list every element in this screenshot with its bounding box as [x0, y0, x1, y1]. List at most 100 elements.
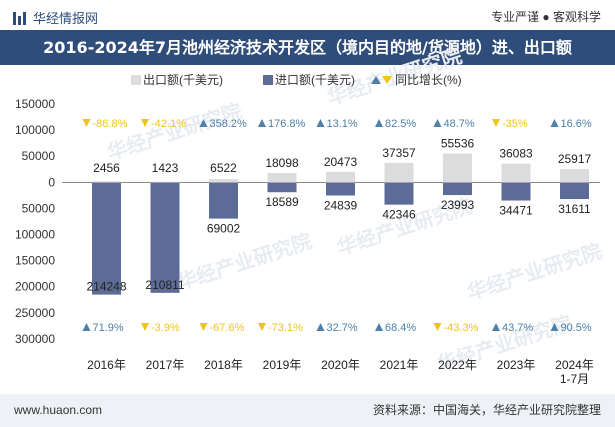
x-tick-label: 2023年 — [497, 358, 536, 372]
export-growth-label: 176.8% — [268, 118, 306, 130]
import-growth-label: -67.6% — [210, 322, 245, 334]
slogan: 专业严谨 ● 客观科学 — [491, 10, 601, 24]
import-growth-label: -3.9% — [151, 322, 180, 334]
import-value-label: 214248 — [86, 280, 126, 294]
export-growth-label: 16.6% — [561, 118, 592, 130]
legend-export-swatch — [131, 75, 141, 85]
y-tick-label: 100000 — [15, 123, 55, 137]
import-bar — [384, 182, 414, 205]
export-bar — [560, 168, 589, 183]
watermark-text: 华经产业研究院 — [104, 99, 245, 165]
y-tick-label: 150000 — [15, 97, 55, 111]
export-value-label: 1423 — [152, 161, 179, 175]
y-tick-label: 100000 — [15, 228, 55, 242]
export-value-label: 37357 — [382, 146, 416, 160]
import-value-label: 23993 — [441, 198, 475, 212]
y-tick-label: 0 — [48, 175, 55, 189]
import-bar — [501, 182, 531, 201]
import-growth-up-icon — [550, 323, 559, 331]
x-tick-label: 2017年 — [146, 358, 185, 372]
export-bar — [326, 171, 355, 183]
export-value-label: 2456 — [93, 161, 120, 175]
y-tick-label: 150000 — [15, 254, 55, 268]
export-growth-label: -86.8% — [93, 118, 128, 130]
x-tick-label: 2021年 — [380, 358, 419, 372]
import-growth-up-icon — [316, 323, 325, 331]
export-growth-label: 82.5% — [385, 118, 416, 130]
export-growth-up-icon — [375, 119, 383, 127]
export-growth-down-icon — [82, 119, 91, 127]
export-growth-label: 358.2% — [210, 118, 248, 130]
export-value-label: 25917 — [558, 152, 592, 166]
export-growth-up-icon — [199, 119, 208, 127]
import-value-label: 31611 — [558, 202, 591, 216]
import-growth-label: 71.9% — [93, 322, 124, 334]
export-bar — [150, 181, 180, 183]
import-bar — [209, 182, 238, 219]
import-growth-down-icon — [141, 323, 149, 331]
export-growth-down-icon — [492, 119, 500, 127]
export-bar — [92, 181, 121, 183]
chart-title: 2016-2024年7月池州经济技术开发区（境内目的地/货源地）进、出口额 — [0, 30, 615, 65]
export-growth-up-icon — [550, 119, 559, 127]
export-value-label: 20473 — [324, 155, 358, 169]
export-growth-up-icon — [316, 119, 325, 127]
import-growth-down-icon — [433, 323, 442, 331]
export-growth-down-icon — [141, 119, 149, 127]
export-bar — [501, 163, 531, 183]
export-growth-up-icon — [258, 119, 266, 127]
export-value-label: 6522 — [210, 161, 237, 175]
brand-logo-icon — [13, 12, 26, 25]
legend-export-label: 出口额(千美元) — [143, 73, 223, 87]
watermark-text: 华经产业研究院 — [464, 239, 605, 305]
y-tick-label: 50000 — [22, 149, 56, 163]
import-growth-down-icon — [199, 323, 208, 331]
export-bar — [443, 153, 472, 183]
export-value-label: 55536 — [441, 136, 475, 150]
x-tick-label: 2022年 — [438, 358, 477, 372]
x-tick-label: 2019年 — [263, 358, 302, 372]
export-value-label: 18098 — [265, 156, 299, 170]
import-growth-label: -43.3% — [444, 322, 479, 334]
import-value-label: 34471 — [499, 204, 533, 218]
export-growth-label: -35% — [502, 118, 528, 130]
import-growth-up-icon — [82, 323, 91, 331]
x-tick-label: 2020年 — [321, 358, 360, 372]
import-growth-label: 43.7% — [502, 322, 533, 334]
watermark-text: 华经产业研究院 — [174, 229, 315, 295]
legend-import-label: 进口额(千美元) — [275, 73, 355, 87]
import-growth-label: -73.1% — [268, 322, 303, 334]
export-value-label: 36083 — [499, 147, 533, 161]
export-bar — [384, 162, 414, 183]
y-tick-label: 200000 — [15, 280, 55, 294]
export-bar — [209, 179, 238, 183]
y-tick-label: 50000 — [22, 201, 56, 215]
footer: www.huaon.com 资料来源：中国海关，华经产业研究院整理 — [0, 394, 615, 427]
legend-down-triangle — [382, 76, 392, 84]
legend-import-swatch — [263, 75, 273, 85]
export-bar — [267, 173, 297, 183]
export-growth-label: -42.1% — [151, 118, 186, 130]
top-bar: 华经情报网 专业严谨 ● 客观科学 — [0, 0, 615, 30]
brand-logo[interactable]: 华经情报网 — [13, 8, 98, 27]
import-value-label: 69002 — [207, 222, 241, 236]
import-growth-label: 90.5% — [561, 322, 592, 334]
legend-up-triangle — [371, 76, 381, 84]
import-growth-up-icon — [492, 323, 500, 331]
import-growth-label: 68.4% — [385, 322, 416, 334]
import-bar — [560, 182, 589, 200]
x-tick-label: 2016年 — [87, 358, 126, 372]
legend-growth-label: 同比增长(%) — [395, 73, 462, 87]
import-bar — [267, 182, 297, 193]
import-growth-label: 32.7% — [327, 322, 358, 334]
import-growth-up-icon — [375, 323, 383, 331]
x-tick-label: 1-7月 — [560, 372, 589, 386]
import-bar — [443, 182, 472, 196]
y-tick-label: 250000 — [15, 306, 55, 320]
x-tick-label: 2018年 — [204, 358, 243, 372]
import-value-label: 210811 — [145, 278, 184, 292]
export-growth-label: 48.7% — [444, 118, 475, 130]
import-bar — [150, 182, 180, 293]
footer-website[interactable]: www.huaon.com — [14, 403, 103, 417]
export-growth-label: 13.1% — [327, 118, 358, 130]
